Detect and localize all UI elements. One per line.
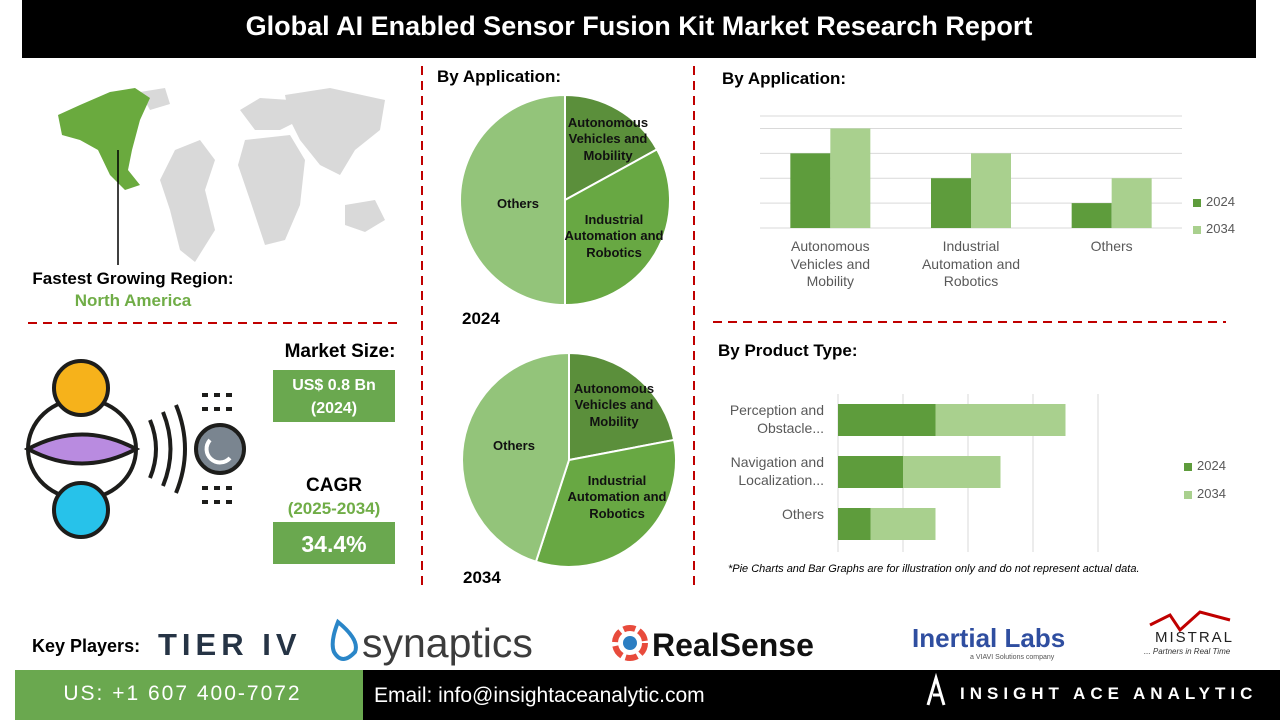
legend-label: 2034 xyxy=(1206,221,1235,236)
bar xyxy=(971,153,1011,228)
bar xyxy=(1111,178,1152,228)
bar-segment xyxy=(838,508,871,540)
footer-bg xyxy=(363,670,1280,720)
market-size-year: (2024) xyxy=(310,400,358,417)
cagr-box xyxy=(273,522,395,564)
legend-swatch xyxy=(1193,199,1201,207)
y-tick-label: Navigation and Localization... xyxy=(730,454,824,488)
x-tick-label: Autonomous Vehicles and Mobility xyxy=(790,238,871,289)
player-logo: TIER IV xyxy=(158,627,302,662)
key-players-label: Key Players: xyxy=(32,636,141,656)
y-tick-label: Others xyxy=(781,506,824,522)
market-size-label: Market Size: xyxy=(284,341,396,362)
footer-email: Email: info@insightaceanalytic.com xyxy=(374,684,705,707)
title-bar xyxy=(22,0,1256,58)
sensor-icon xyxy=(23,359,246,539)
bar xyxy=(790,153,831,228)
market-size-box xyxy=(273,370,395,422)
legend-swatch xyxy=(1184,491,1192,499)
footer-brand: INSIGHT ACE ANALYTIC xyxy=(960,684,1258,703)
pie-slice xyxy=(564,148,671,307)
legend-swatch xyxy=(1193,226,1201,234)
pie-slice xyxy=(564,93,659,202)
pie-year: 2034 xyxy=(463,568,501,587)
pie-slice xyxy=(461,351,570,564)
y-tick-label: Perception and Obstacle... xyxy=(729,402,824,436)
title: Global AI Enabled Sensor Fusion Kit Mark… xyxy=(245,11,1033,41)
chart-title: By Application: xyxy=(722,69,847,88)
market-size-value: US$ 0.8 Bn xyxy=(292,377,376,394)
footer-phone-bg xyxy=(15,670,363,720)
bar xyxy=(1071,203,1112,228)
cagr-value: 34.4% xyxy=(301,531,367,557)
realsense-icon xyxy=(612,625,648,661)
player-logo: RealSense xyxy=(652,627,814,663)
player-tagline: ... Partners in Real Time xyxy=(1144,647,1231,656)
separators xyxy=(28,66,1226,590)
chart-title: By Product Type: xyxy=(718,341,858,360)
pie-slice xyxy=(568,351,676,462)
brand-icon xyxy=(926,672,946,706)
slice-label: Industrial Automation and Robotics xyxy=(564,212,664,260)
x-tick-label: Others xyxy=(1090,238,1133,254)
bar xyxy=(931,178,971,228)
synaptics-icon xyxy=(330,618,358,661)
player-logo: Inertial Labs xyxy=(912,623,1066,653)
legend-label: 2034 xyxy=(1197,486,1226,501)
cagr-period: (2025-2034) xyxy=(287,499,381,518)
region-label: Fastest Growing Region: xyxy=(32,269,234,288)
slice-label: Others xyxy=(497,196,539,211)
note: *Pie Charts and Bar Graphs are for illus… xyxy=(728,563,1140,575)
cagr-label: CAGR xyxy=(306,475,362,496)
world-map xyxy=(140,88,385,262)
region-value: North America xyxy=(74,291,192,310)
chart-title: By Application: xyxy=(437,67,562,86)
bar-segment xyxy=(838,404,936,436)
player-logo: synaptics xyxy=(362,620,533,666)
slice-label: Autonomous Vehicles and Mobility xyxy=(567,115,649,163)
x-tick-label: Industrial Automation and Robotics xyxy=(921,238,1021,289)
legend-label: 2024 xyxy=(1206,194,1235,209)
player-tagline: a VIAVI Solutions company xyxy=(970,654,1055,661)
bar-segment xyxy=(903,456,1001,488)
slice-label: Industrial Automation and Robotics xyxy=(567,473,667,521)
player-logo: MISTRAL xyxy=(1155,629,1235,646)
bar xyxy=(830,128,871,228)
footer-phone: US: +1 607 400-7072 xyxy=(63,682,302,705)
bar-segment xyxy=(838,456,903,488)
slice-label: Autonomous Vehicles and Mobility xyxy=(573,381,655,429)
slice-label: Others xyxy=(493,438,535,453)
pie-slice xyxy=(534,438,677,568)
legend-label: 2024 xyxy=(1197,458,1226,473)
pie-year: 2024 xyxy=(462,309,500,328)
pie-slice xyxy=(459,93,566,307)
bar-segment xyxy=(870,508,936,540)
bar-segment xyxy=(935,404,1066,436)
north-america xyxy=(58,88,150,190)
legend-swatch xyxy=(1184,463,1192,471)
mistral-icon xyxy=(1149,610,1231,633)
